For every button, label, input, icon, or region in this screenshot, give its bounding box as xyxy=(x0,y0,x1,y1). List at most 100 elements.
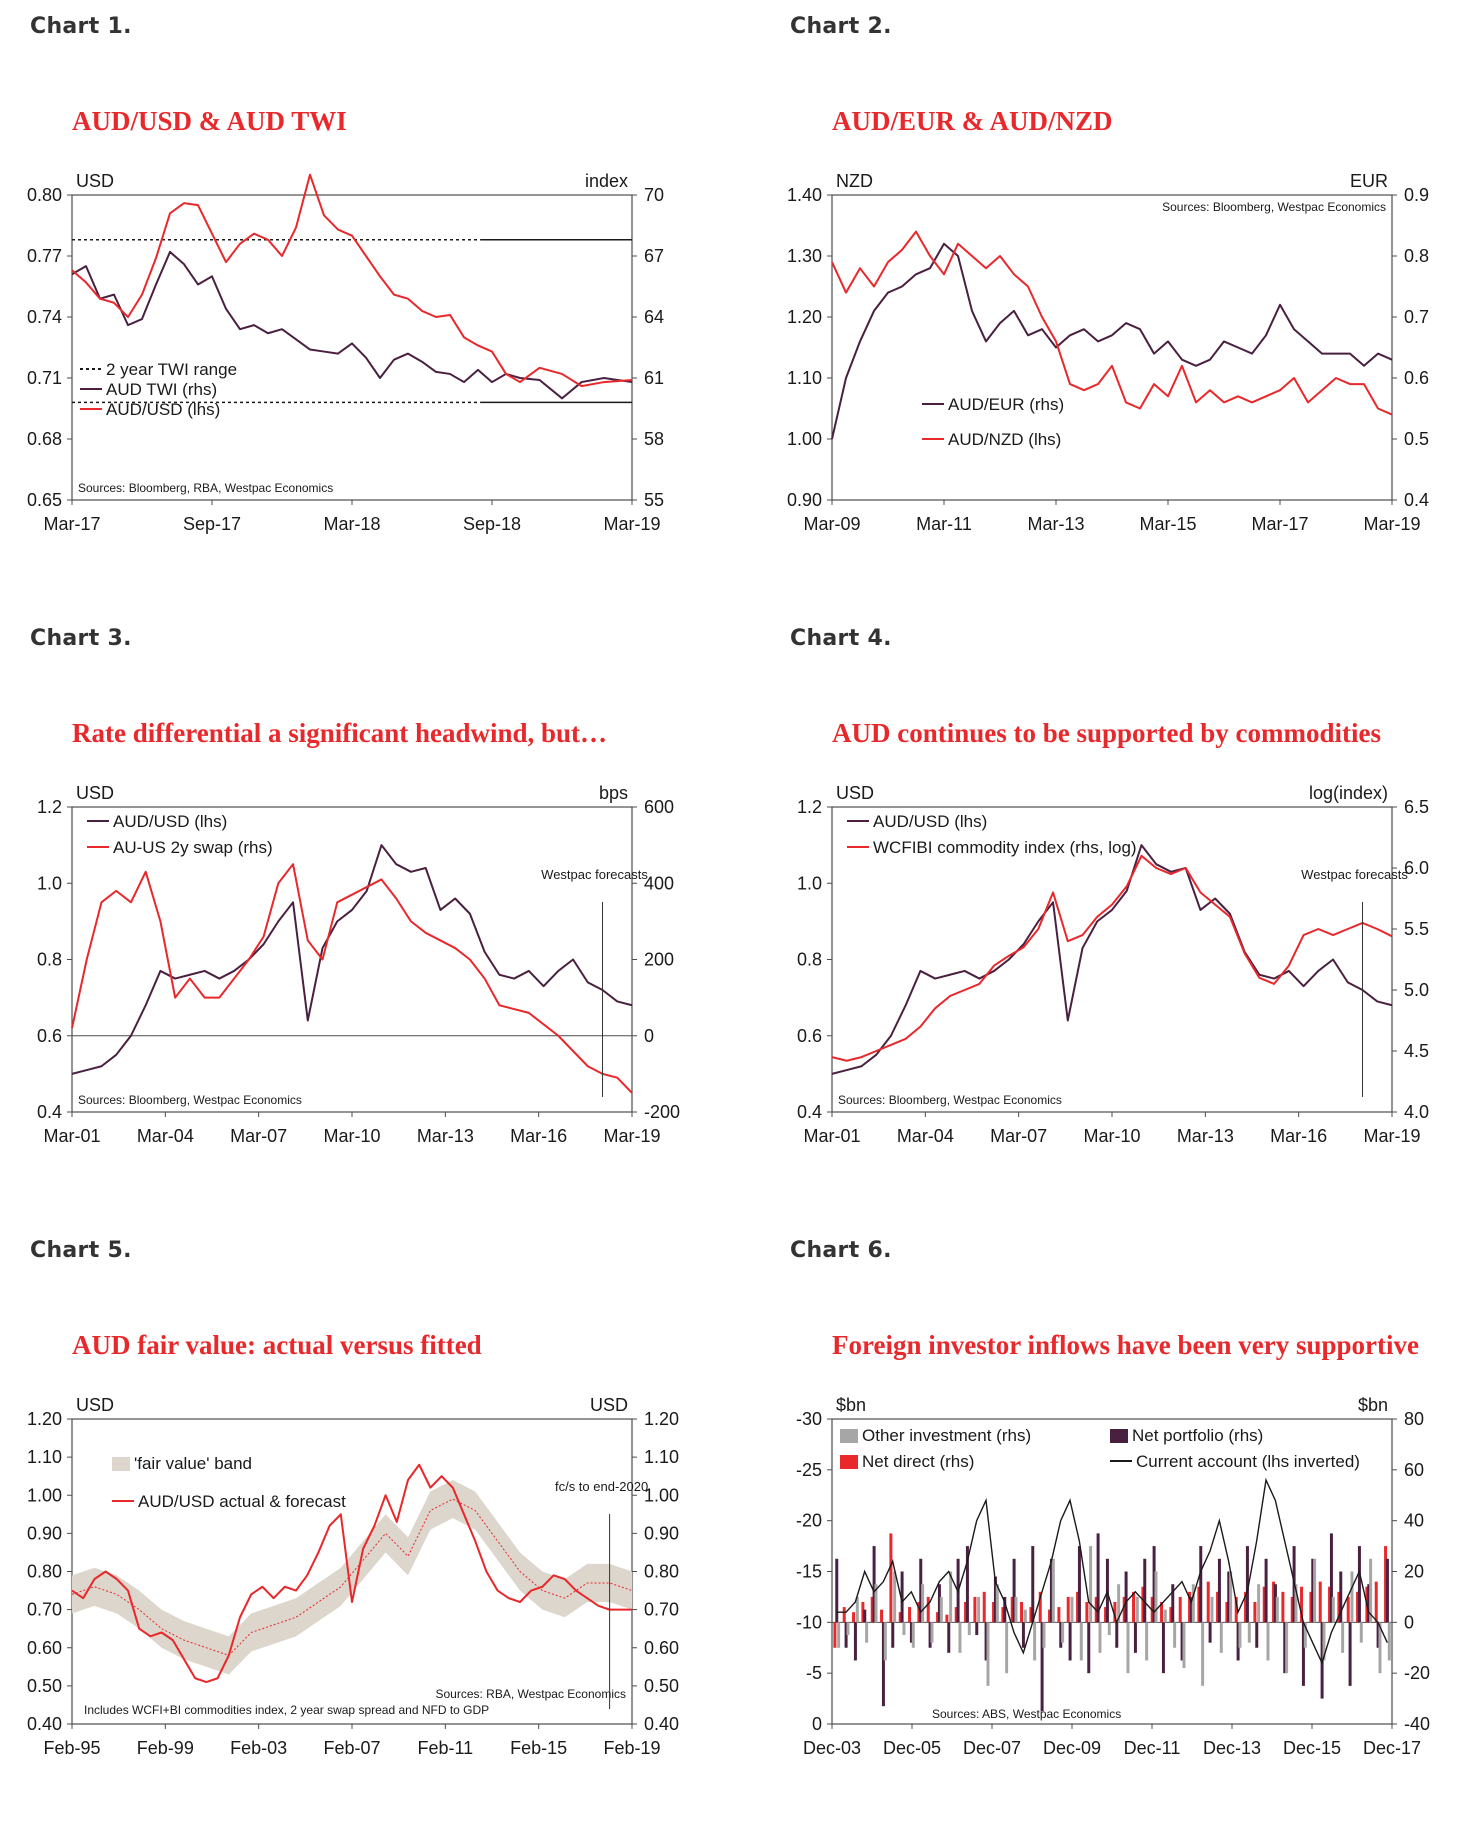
right-axis-unit: bps xyxy=(599,783,628,803)
left-tick-label: 1.40 xyxy=(787,185,822,205)
x-tick-label: Mar-01 xyxy=(803,1126,860,1146)
bar-grey xyxy=(1229,1571,1233,1623)
bar-grey xyxy=(1369,1558,1373,1623)
bar-purple xyxy=(1115,1622,1119,1648)
right-tick-label: 0.7 xyxy=(1404,307,1429,327)
bar-purple xyxy=(872,1546,876,1623)
bar-red xyxy=(917,1602,921,1623)
bar-grey xyxy=(1387,1622,1391,1661)
bar-red xyxy=(1272,1581,1276,1623)
x-tick-label: Mar-19 xyxy=(603,1126,660,1146)
bar-grey xyxy=(1378,1622,1382,1674)
x-tick-label: Feb-19 xyxy=(603,1738,660,1758)
bar-grey xyxy=(986,1622,990,1686)
bar-grey xyxy=(930,1622,934,1643)
chart-title: AUD fair value: actual versus fitted xyxy=(72,1330,482,1360)
bar-grey xyxy=(837,1622,841,1648)
bar-purple xyxy=(947,1622,951,1653)
chart-title: Rate differential a significant headwind… xyxy=(72,718,608,748)
bar-purple xyxy=(1357,1546,1361,1623)
chart-panel-1: Chart 1. AUD/USD & AUD TWI USD index 0.80 0.7… xyxy=(0,0,700,600)
right-tick-label: 67 xyxy=(644,246,664,266)
right-tick-label: 0.4 xyxy=(1404,490,1429,510)
bar-grey xyxy=(1173,1622,1177,1648)
x-tick-label: Feb-11 xyxy=(417,1738,473,1758)
bar-red xyxy=(1169,1607,1173,1623)
bar-red xyxy=(1337,1591,1341,1623)
right-tick-label: 0.8 xyxy=(1404,246,1429,266)
right-tick-label: 4.0 xyxy=(1404,1102,1429,1122)
right-axis-unit: log(index) xyxy=(1309,783,1388,803)
bar-red xyxy=(861,1602,865,1623)
bar-purple xyxy=(1376,1622,1380,1648)
bar-purple xyxy=(1339,1571,1343,1623)
left-tick-label: 1.0 xyxy=(797,873,822,893)
bar-purple xyxy=(1227,1571,1231,1623)
right-tick-label: -40 xyxy=(1404,1714,1430,1734)
bar-purple xyxy=(1096,1533,1100,1623)
chart-title: AUD/EUR & AUD/NZD xyxy=(832,106,1113,136)
left-tick-label: 0.40 xyxy=(27,1714,62,1734)
bar-grey xyxy=(1313,1558,1317,1623)
bar-red xyxy=(1328,1586,1332,1623)
bar-grey xyxy=(1098,1622,1102,1653)
bar-red xyxy=(833,1622,837,1648)
left-tick-label: 0.8 xyxy=(797,950,822,970)
left-tick-label: 0.50 xyxy=(27,1676,62,1696)
left-tick-label: 0.74 xyxy=(27,307,62,327)
chart-svg: USD index 0.80 0.77 0.74 0.71 0.68 0.65 70 67 64 61… xyxy=(27,171,664,534)
bar-grey xyxy=(1201,1622,1205,1686)
plot-frame xyxy=(831,194,1393,501)
bar-grey xyxy=(874,1584,878,1623)
bar-purple xyxy=(1161,1622,1165,1674)
legend-swatch xyxy=(112,1457,130,1471)
left-tick-label: 0.65 xyxy=(27,490,62,510)
bar-red xyxy=(1309,1591,1313,1623)
chart-source: Sources: Bloomberg, Westpac Economics xyxy=(1162,200,1386,214)
bar-purple xyxy=(1077,1546,1081,1623)
left-tick-label: 0.90 xyxy=(787,490,822,510)
left-tick-label: 1.10 xyxy=(787,368,822,388)
left-tick-label: 1.30 xyxy=(787,246,822,266)
bar-grey xyxy=(1126,1622,1130,1674)
x-tick-label: Mar-07 xyxy=(990,1126,1047,1146)
left-tick-label: 0.90 xyxy=(27,1523,62,1543)
chart-footnote: Includes WCFI+BI commodities index, 2 ye… xyxy=(84,1703,489,1717)
right-tick-label: 5.5 xyxy=(1404,919,1429,939)
chart-title: AUD continues to be supported by commodi… xyxy=(832,718,1382,748)
bar-grey xyxy=(1331,1596,1335,1623)
left-tick-label: -5 xyxy=(806,1663,822,1683)
x-tick-label: Mar-17 xyxy=(43,514,100,534)
right-tick-label: 0.6 xyxy=(1404,368,1429,388)
bar-grey xyxy=(1163,1609,1167,1623)
chart-number: Chart 2. xyxy=(790,14,892,39)
right-tick-label: 0.60 xyxy=(644,1638,679,1658)
bar-red xyxy=(842,1607,846,1623)
legend-item-b: AUD TWI (rhs) xyxy=(106,380,217,399)
legend-item-a: AUD/USD (lhs) xyxy=(113,812,227,831)
x-tick-label: Mar-16 xyxy=(1270,1126,1327,1146)
chart-title: AUD/USD & AUD TWI xyxy=(72,106,347,136)
bar-grey xyxy=(1275,1596,1279,1623)
bar-purple xyxy=(1264,1558,1268,1623)
bar-grey xyxy=(1210,1596,1214,1623)
x-tick-label: Mar-19 xyxy=(1363,1126,1420,1146)
legend-item-a: 2 year TWI range xyxy=(106,360,237,379)
bar-red xyxy=(898,1612,902,1623)
bar-grey xyxy=(1341,1622,1345,1653)
right-tick-label: 200 xyxy=(644,950,674,970)
left-tick-label: -25 xyxy=(796,1460,822,1480)
x-tick-label: Mar-15 xyxy=(1139,514,1196,534)
bar-grey xyxy=(1014,1596,1018,1623)
legend-item-b: AUD/NZD (lhs) xyxy=(948,430,1061,449)
bar-grey xyxy=(1135,1596,1139,1623)
bar-purple xyxy=(1143,1558,1147,1623)
bar-purple xyxy=(1059,1622,1063,1648)
series-line-purple xyxy=(831,242,1393,440)
bar-purple xyxy=(1283,1622,1287,1674)
right-tick-label: 20 xyxy=(1404,1562,1424,1582)
left-axis-unit: USD xyxy=(76,171,114,191)
bar-purple xyxy=(909,1622,913,1643)
bar-red xyxy=(1374,1581,1378,1623)
bar-purple xyxy=(1236,1622,1240,1661)
